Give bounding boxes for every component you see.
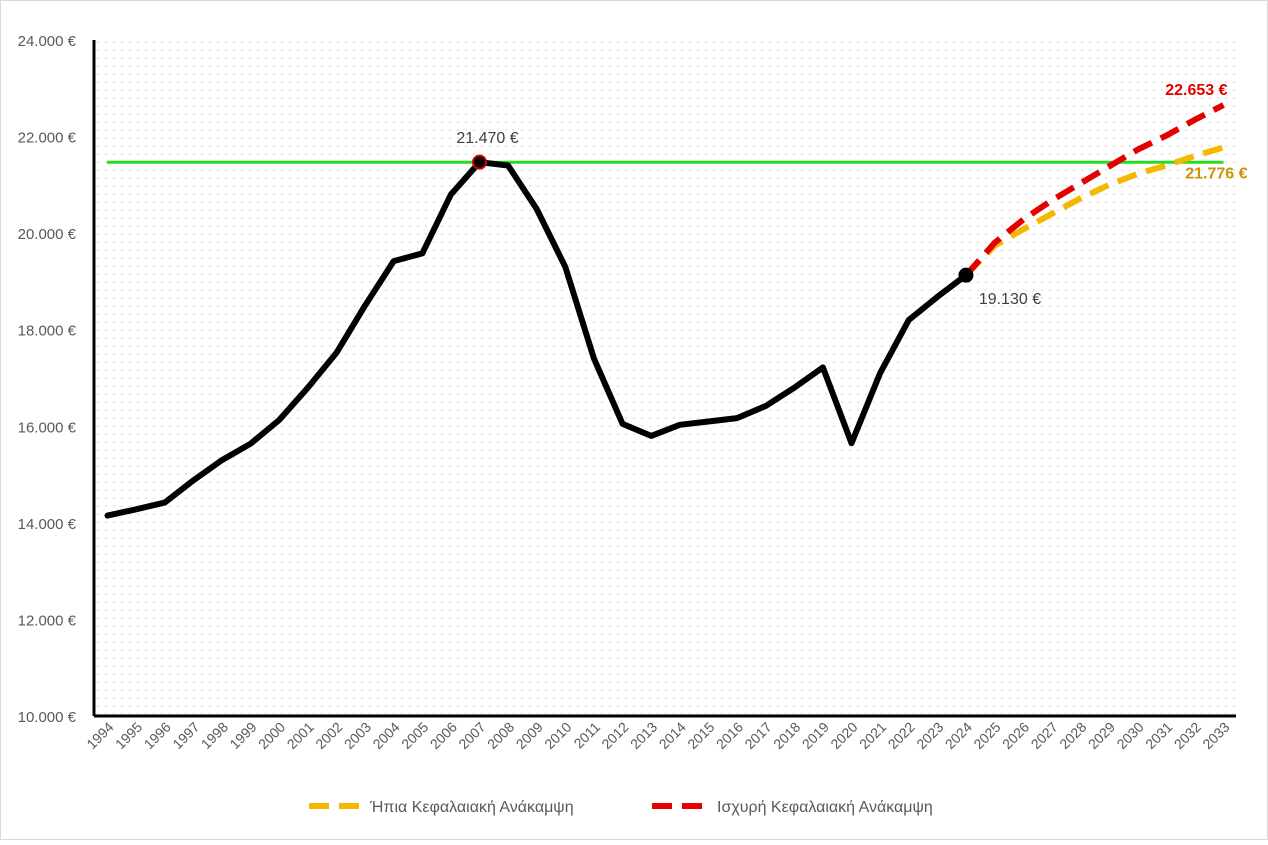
y-tick-label: 16.000 € xyxy=(18,419,77,436)
annotation-peak-label: 21.470 € xyxy=(456,130,518,147)
y-tick-label: 14.000 € xyxy=(18,516,77,533)
plot-area-background xyxy=(94,40,1236,716)
series-line-mild xyxy=(963,144,1225,278)
annotation-strong-end-label: 22.653 € xyxy=(1165,82,1227,99)
annotation-mild-end-label: 21.776 € xyxy=(1185,165,1247,182)
series-line-historical xyxy=(104,159,969,519)
y-axis-tick-labels: 10.000 € 12.000 € 14.000 € 16.000 € 18.000 €… xyxy=(18,33,77,726)
series-line-strong xyxy=(963,102,1225,278)
annotation-current-label: 19.130 € xyxy=(979,291,1041,308)
legend-label-strong: Ισχυρή Κεφαλαιακή Ανάκαμψη xyxy=(717,799,933,816)
series-lines xyxy=(104,102,1225,519)
data-labels: 21.470 € 19.130 € 22.653 € 21.776 € xyxy=(456,82,1247,308)
y-tick-label: 24.000 € xyxy=(18,33,77,50)
marker-peak xyxy=(472,154,487,170)
legend: Ήπια Κεφαλαιακή Ανάκαμψη Ισχυρή Κεφαλαιακ… xyxy=(309,799,933,816)
y-tick-label: 12.000 € xyxy=(18,612,77,629)
y-tick-label: 10.000 € xyxy=(18,709,77,726)
y-tick-label: 22.000 € xyxy=(18,130,77,147)
y-tick-label: 18.000 € xyxy=(18,323,77,340)
legend-label-mild: Ήπια Κεφαλαιακή Ανάκαμψη xyxy=(369,799,574,816)
data-markers xyxy=(472,154,974,283)
y-tick-label: 20.000 € xyxy=(18,226,77,243)
marker-current xyxy=(958,267,974,283)
